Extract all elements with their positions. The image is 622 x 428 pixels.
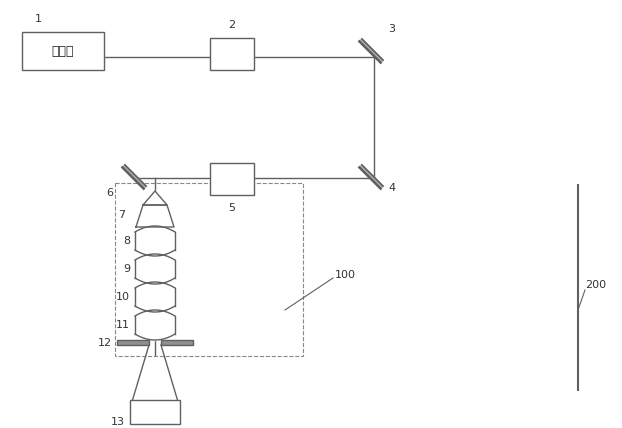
Text: 100: 100 (335, 270, 356, 280)
Text: 1: 1 (34, 14, 42, 24)
Polygon shape (143, 191, 167, 205)
Bar (130, 400, 180, 424)
Bar (117, 340, 149, 345)
Text: 11: 11 (116, 320, 130, 330)
Bar (210, 38, 254, 70)
Text: 13: 13 (111, 417, 125, 427)
Polygon shape (135, 288, 175, 306)
Text: 5: 5 (228, 203, 236, 213)
Bar (22, 32, 104, 70)
Text: 激光器: 激光器 (52, 45, 74, 57)
Text: 3: 3 (388, 24, 395, 34)
Bar (210, 163, 254, 195)
Text: 200: 200 (585, 280, 606, 290)
Bar (161, 340, 193, 345)
Text: 9: 9 (123, 264, 130, 274)
Text: 6: 6 (106, 188, 113, 198)
Text: 4: 4 (388, 183, 395, 193)
Text: 7: 7 (118, 210, 125, 220)
Text: 12: 12 (98, 338, 112, 348)
Polygon shape (360, 165, 383, 189)
Polygon shape (123, 165, 146, 189)
Polygon shape (136, 205, 174, 227)
Text: 10: 10 (116, 292, 130, 302)
Text: 8: 8 (123, 236, 130, 246)
Polygon shape (135, 316, 175, 334)
Text: 2: 2 (228, 20, 236, 30)
Polygon shape (360, 39, 383, 62)
Bar (115, 183, 303, 356)
Polygon shape (135, 260, 175, 278)
Polygon shape (135, 232, 175, 250)
